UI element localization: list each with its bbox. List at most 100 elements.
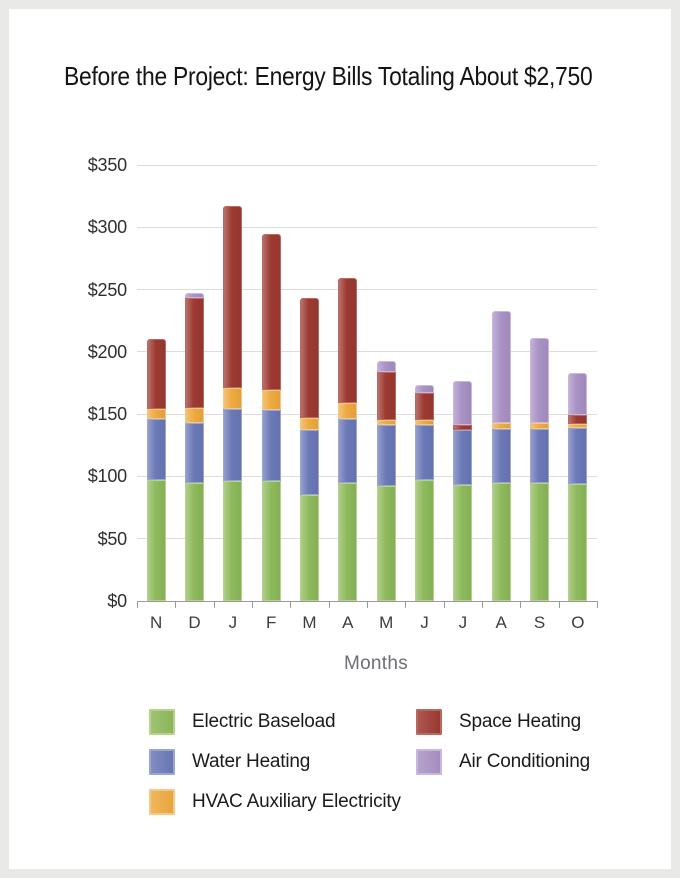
bar-segment-water-heating (261, 410, 281, 482)
x-axis-tick (290, 601, 292, 608)
bar-segment-electric-baseload (568, 483, 588, 601)
legend-item-space-heating: Space Heating (416, 708, 629, 735)
x-axis-label-9: J (458, 613, 468, 632)
bar-segment-electric-baseload (376, 486, 396, 601)
bar-column-1 (146, 339, 166, 601)
bar-segment-hvac-auxiliary-electricity (146, 409, 166, 420)
bar-column-7 (376, 360, 396, 601)
x-axis-tick (405, 601, 407, 608)
y-axis-tick-label: $50 (97, 528, 128, 549)
y-axis-tick-label: $100 (87, 466, 127, 487)
legend-item-water-heating: Water Heating (149, 748, 416, 775)
bar-segment-hvac-auxiliary-electricity (223, 387, 243, 410)
bar-segment-electric-baseload (338, 482, 358, 601)
bar-segment-space-heating (338, 278, 358, 403)
legend-label-air-conditioning: Air Conditioning (459, 750, 590, 772)
bar-segment-hvac-auxiliary-electricity (300, 417, 319, 431)
x-axis-tick (175, 601, 177, 608)
gridline-150 (137, 413, 597, 415)
bar-segment-hvac-auxiliary-electricity (338, 402, 358, 420)
y-axis-tick-label: $150 (87, 404, 127, 425)
x-axis-label-6: A (342, 613, 354, 632)
bar-segment-space-heating (261, 233, 281, 391)
legend-label-hvac-auxiliary-electricity: HVAC Auxiliary Electricity (192, 790, 401, 812)
legend-swatch-space-heating (416, 708, 442, 735)
bar-column-2 (185, 293, 204, 601)
legend-item-electric-baseload: Electric Baseload (149, 708, 416, 735)
bar-column-9 (453, 380, 473, 601)
x-axis-tick (213, 601, 215, 608)
chart-legend: Electric Baseload Space Heating Water Heat… (149, 708, 629, 815)
x-axis-tick (367, 601, 368, 608)
bar-column-4 (261, 233, 281, 601)
x-axis-tick (137, 601, 138, 608)
y-axis-tick-label: $300 (87, 217, 127, 238)
bar-segment-hvac-auxiliary-electricity (491, 422, 511, 430)
bar-segment-water-heating (185, 422, 204, 483)
bar-segment-water-heating (376, 425, 396, 487)
bar-segment-electric-baseload (453, 485, 473, 601)
legend-label-space-heating: Space Heating (459, 710, 582, 732)
gridline-200 (137, 351, 597, 353)
legend-item-hvac-auxiliary-electricity: HVAC Auxiliary Electricity (149, 788, 416, 815)
x-axis-tick (558, 601, 560, 608)
x-axis-tick (520, 601, 522, 608)
bar-segment-air-conditioning (568, 373, 588, 416)
bar-segment-hvac-auxiliary-electricity (185, 407, 204, 423)
bar-segment-air-conditioning (453, 380, 473, 426)
bar-column-12 (568, 373, 588, 601)
bar-segment-hvac-auxiliary-electricity (415, 420, 434, 426)
gridline-250 (137, 289, 597, 291)
bar-segment-hvac-auxiliary-electricity (568, 424, 588, 428)
gridline-350 (137, 164, 597, 166)
bar-segment-water-heating (491, 429, 511, 483)
bar-segment-water-heating (223, 409, 243, 482)
x-axis-label-5: M (302, 613, 317, 632)
legend-swatch-hvac-auxiliary-electricity (149, 788, 175, 815)
bar-column-8 (415, 385, 434, 601)
bar-segment-water-heating (453, 430, 473, 486)
bar-segment-electric-baseload (491, 482, 511, 601)
x-axis-label-12: O (571, 613, 585, 632)
bar-segment-water-heating (568, 427, 588, 484)
gridline-100 (137, 475, 597, 477)
bar-segment-space-heating (223, 206, 243, 388)
y-axis-tick-label: $200 (87, 341, 127, 362)
bar-segment-space-heating (453, 425, 473, 431)
bar-segment-air-conditioning (185, 293, 204, 299)
legend-swatch-air-conditioning (416, 748, 442, 775)
bar-segment-electric-baseload (185, 482, 204, 601)
bar-segment-air-conditioning (491, 310, 511, 423)
legend-label-water-heating: Water Heating (192, 750, 311, 772)
x-axis-label-10: A (495, 613, 507, 632)
x-axis-tick (482, 601, 483, 608)
bar-segment-water-heating (338, 419, 358, 483)
bar-segment-hvac-auxiliary-electricity (530, 422, 549, 430)
chart-title: Before the Project: Energy Bills Totalin… (64, 61, 593, 91)
bar-segment-electric-baseload (146, 480, 166, 601)
legend-item-air-conditioning: Air Conditioning (416, 748, 629, 775)
bar-segment-space-heating (415, 392, 434, 421)
bar-segment-electric-baseload (530, 482, 549, 601)
bar-segment-water-heating (415, 425, 434, 481)
bar-segment-electric-baseload (300, 495, 319, 601)
x-axis-tick (443, 601, 445, 608)
bar-segment-water-heating (146, 419, 166, 481)
x-axis-label-2: D (188, 613, 201, 632)
bar-column-11 (530, 338, 549, 601)
x-axis-label-7: M (379, 613, 394, 632)
x-axis-tick (328, 601, 330, 608)
bar-segment-electric-baseload (261, 481, 281, 601)
bar-column-5 (300, 298, 319, 601)
bar-segment-water-heating (530, 429, 549, 483)
bar-segment-space-heating (146, 339, 166, 410)
gridline-50 (137, 538, 597, 540)
x-axis-label-3: J (228, 613, 238, 632)
x-axis-title: Months (343, 653, 409, 674)
x-axis-tick (252, 601, 253, 608)
bar-segment-water-heating (300, 430, 319, 496)
x-axis-label-4: F (265, 613, 277, 632)
bar-segment-space-heating (185, 298, 204, 408)
y-axis-tick-label: $250 (87, 279, 127, 300)
